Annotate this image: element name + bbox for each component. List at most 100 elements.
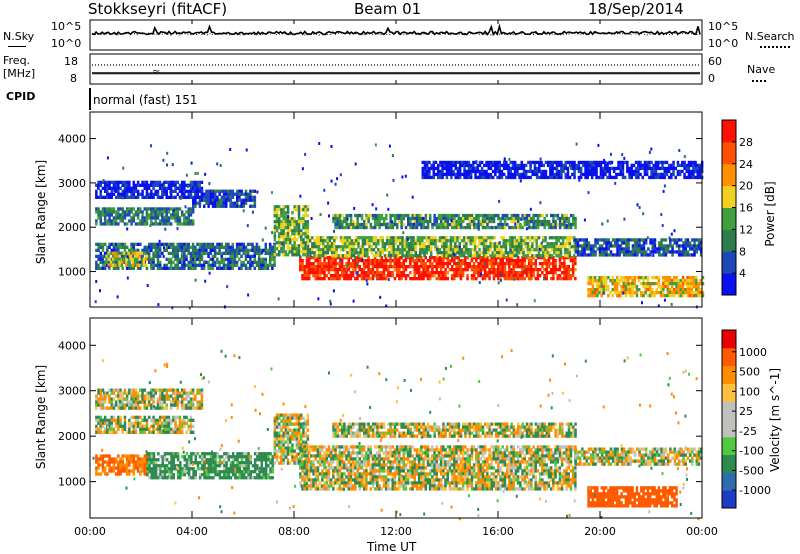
data-cell xyxy=(598,244,602,248)
data-cell xyxy=(658,241,661,245)
data-cell xyxy=(573,242,576,246)
data-cell xyxy=(216,162,219,166)
data-cell xyxy=(257,266,261,270)
data-cell xyxy=(165,266,168,270)
data-cell xyxy=(367,274,370,278)
data-cell xyxy=(121,254,124,258)
data-cell xyxy=(112,266,116,270)
data-cell xyxy=(637,276,641,280)
data-cell xyxy=(556,277,559,281)
data-cell xyxy=(600,279,603,283)
data-cell xyxy=(666,247,670,251)
data-cell xyxy=(587,247,591,251)
data-cell xyxy=(145,195,149,199)
data-cell xyxy=(556,222,560,227)
data-cell xyxy=(112,248,116,252)
data-cell xyxy=(162,255,165,258)
data-cell xyxy=(605,250,608,254)
data-cell xyxy=(695,282,698,286)
data-cell xyxy=(238,266,241,270)
data-cell xyxy=(418,242,422,246)
data-cell xyxy=(520,166,523,171)
data-cell xyxy=(110,248,113,252)
data-cell xyxy=(573,160,576,165)
data-cell xyxy=(185,245,188,249)
data-cell xyxy=(465,163,468,168)
data-cell xyxy=(666,250,670,254)
data-cell xyxy=(644,238,648,242)
data-cell xyxy=(553,245,556,249)
data-cell xyxy=(161,388,164,392)
data-cell xyxy=(213,260,217,264)
data-cell xyxy=(139,219,142,223)
data-cell xyxy=(403,239,406,243)
data-cell xyxy=(490,265,493,269)
data-cell xyxy=(354,268,357,272)
data-cell xyxy=(324,245,327,249)
data-cell xyxy=(249,254,252,258)
data-cell xyxy=(117,266,120,270)
data-cell xyxy=(579,166,583,171)
data-cell xyxy=(484,251,488,255)
data-cell xyxy=(596,279,599,283)
data-cell xyxy=(609,253,613,257)
data-cell xyxy=(415,256,419,260)
data-cell xyxy=(464,213,467,218)
data-cell xyxy=(200,198,204,202)
data-cell xyxy=(121,394,124,398)
data-cell xyxy=(133,263,137,267)
data-cell xyxy=(180,245,184,249)
data-cell xyxy=(550,236,554,240)
data-cell xyxy=(345,268,348,272)
data-cell xyxy=(500,273,502,277)
data-cell xyxy=(432,239,435,243)
data-cell xyxy=(136,242,140,246)
data-cell xyxy=(116,248,119,252)
data-cell xyxy=(236,195,239,199)
data-cell xyxy=(642,294,645,298)
data-cell xyxy=(119,180,122,184)
data-cell xyxy=(165,195,168,199)
data-cell xyxy=(125,391,129,395)
data-cell xyxy=(291,247,294,251)
data-cell xyxy=(486,216,489,221)
data-cell xyxy=(604,160,607,165)
data-cell xyxy=(121,192,124,196)
data-cell xyxy=(488,277,491,281)
data-cell xyxy=(450,268,454,272)
data-cell xyxy=(544,160,548,165)
data-cell xyxy=(588,169,592,174)
data-cell xyxy=(161,192,164,196)
data-cell xyxy=(334,265,337,269)
data-cell xyxy=(469,169,473,174)
data-cell xyxy=(524,163,528,168)
data-cell xyxy=(501,262,504,266)
data-cell xyxy=(178,219,182,223)
data-cell xyxy=(565,256,568,260)
data-cell xyxy=(284,226,288,230)
data-cell xyxy=(649,238,652,242)
data-cell xyxy=(268,242,272,246)
data-cell xyxy=(415,268,419,272)
data-cell xyxy=(425,248,428,252)
data-cell xyxy=(352,299,355,303)
data-cell xyxy=(592,250,595,254)
data-cell xyxy=(176,257,179,261)
data-cell xyxy=(143,248,146,252)
data-cell xyxy=(484,254,488,258)
data-cell xyxy=(609,162,612,166)
nsearch-tick-top: 10^5 xyxy=(708,20,739,33)
data-cell xyxy=(229,198,232,202)
data-cell xyxy=(141,254,144,258)
data-cell xyxy=(447,163,451,168)
data-cell xyxy=(547,262,551,266)
data-cell xyxy=(343,277,346,281)
data-cell xyxy=(200,186,204,190)
data-cell xyxy=(172,245,175,249)
data-cell xyxy=(482,254,486,258)
data-cell xyxy=(99,406,102,410)
data-cell xyxy=(539,157,542,161)
data-cell xyxy=(301,262,304,266)
data-cell xyxy=(360,271,364,275)
